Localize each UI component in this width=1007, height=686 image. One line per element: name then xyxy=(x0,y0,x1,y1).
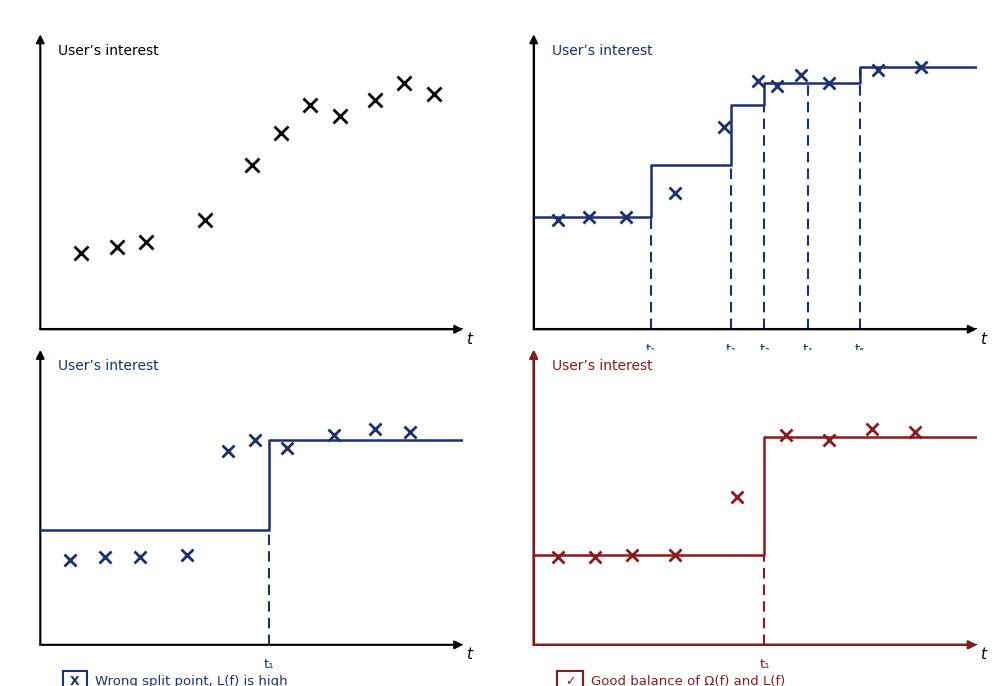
Text: t: t xyxy=(980,647,986,662)
FancyBboxPatch shape xyxy=(557,355,583,378)
Text: User’s interest: User’s interest xyxy=(552,359,653,373)
Text: Wrong split point, L(f) is high: Wrong split point, L(f) is high xyxy=(95,676,288,686)
Text: t₂: t₂ xyxy=(725,343,736,356)
Text: Good balance of Ω(f) and L(f): Good balance of Ω(f) and L(f) xyxy=(591,676,785,686)
Text: User’s interest: User’s interest xyxy=(58,359,158,373)
Text: User’s interest: User’s interest xyxy=(58,44,158,58)
Text: t₅: t₅ xyxy=(855,343,865,356)
Text: t₃: t₃ xyxy=(759,343,769,356)
Text: t: t xyxy=(980,331,986,346)
Text: Observed user’s interest on topic k
against time t: Observed user’s interest on topic k agai… xyxy=(63,354,298,385)
Text: t: t xyxy=(466,647,472,662)
Text: t₁: t₁ xyxy=(645,343,656,356)
Text: User’s interest: User’s interest xyxy=(552,44,653,58)
FancyBboxPatch shape xyxy=(557,670,583,686)
Text: t: t xyxy=(466,331,472,346)
Text: X: X xyxy=(565,360,575,373)
Text: Too many splits, Ω(f)  is high: Too many splits, Ω(f) is high xyxy=(591,360,780,373)
Text: ✓: ✓ xyxy=(565,676,575,686)
Text: X: X xyxy=(70,676,80,686)
Text: t₁: t₁ xyxy=(264,659,275,672)
Text: t₁: t₁ xyxy=(759,659,769,672)
Text: t₄: t₄ xyxy=(803,343,813,356)
FancyBboxPatch shape xyxy=(62,670,88,686)
